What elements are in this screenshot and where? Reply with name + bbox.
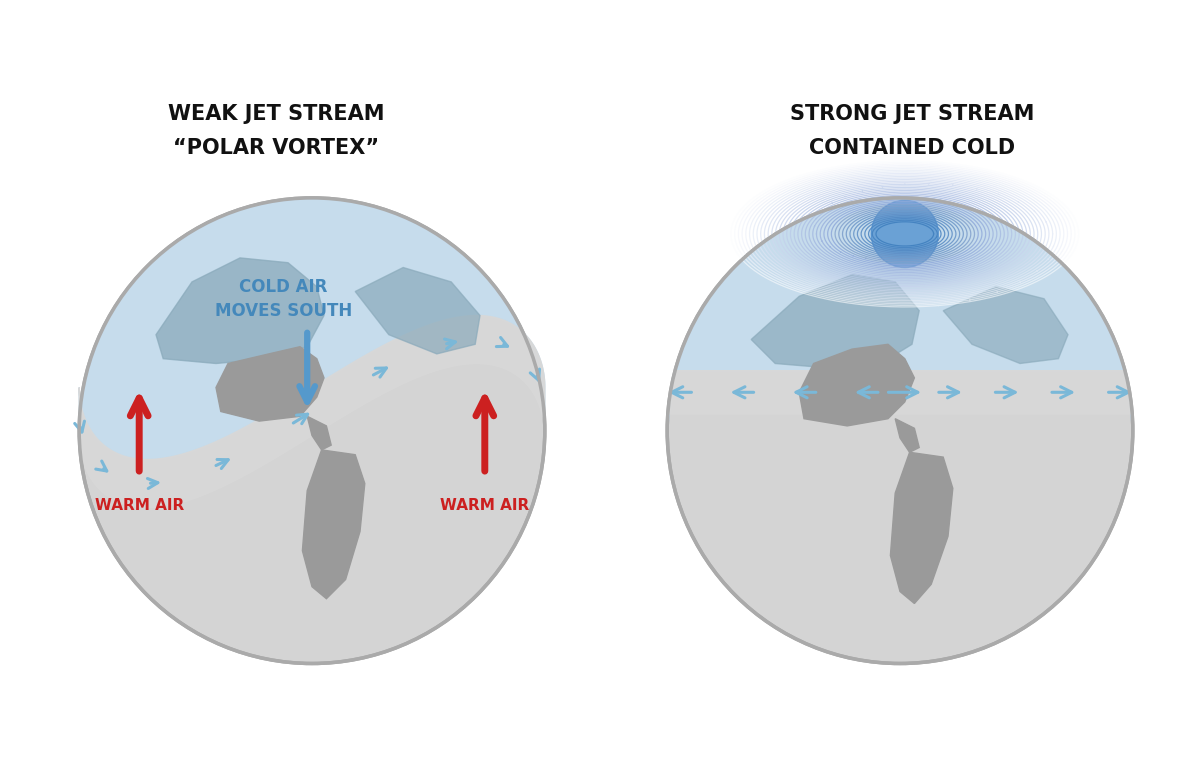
Polygon shape (79, 198, 545, 460)
Polygon shape (355, 267, 480, 354)
Polygon shape (307, 416, 331, 450)
Text: STRONG JET STREAM: STRONG JET STREAM (790, 105, 1034, 124)
Polygon shape (216, 346, 324, 421)
Polygon shape (751, 274, 919, 368)
Polygon shape (943, 287, 1068, 363)
Text: WARM AIR: WARM AIR (95, 498, 184, 513)
Text: COLD AIR
MOVES SOUTH: COLD AIR MOVES SOUTH (215, 278, 352, 319)
Polygon shape (799, 344, 914, 426)
Polygon shape (667, 198, 1133, 431)
Polygon shape (302, 450, 365, 599)
Text: CONTAINED COLD: CONTAINED COLD (809, 138, 1015, 158)
Text: “POLAR VORTEX”: “POLAR VORTEX” (173, 138, 379, 158)
Text: WARM AIR: WARM AIR (440, 498, 529, 513)
Polygon shape (79, 315, 545, 508)
Polygon shape (156, 258, 324, 363)
Circle shape (667, 198, 1133, 663)
Text: WEAK JET STREAM: WEAK JET STREAM (168, 105, 384, 124)
Circle shape (871, 200, 938, 267)
Circle shape (79, 198, 545, 663)
Polygon shape (895, 418, 919, 453)
Polygon shape (890, 453, 953, 604)
Polygon shape (668, 370, 1132, 414)
